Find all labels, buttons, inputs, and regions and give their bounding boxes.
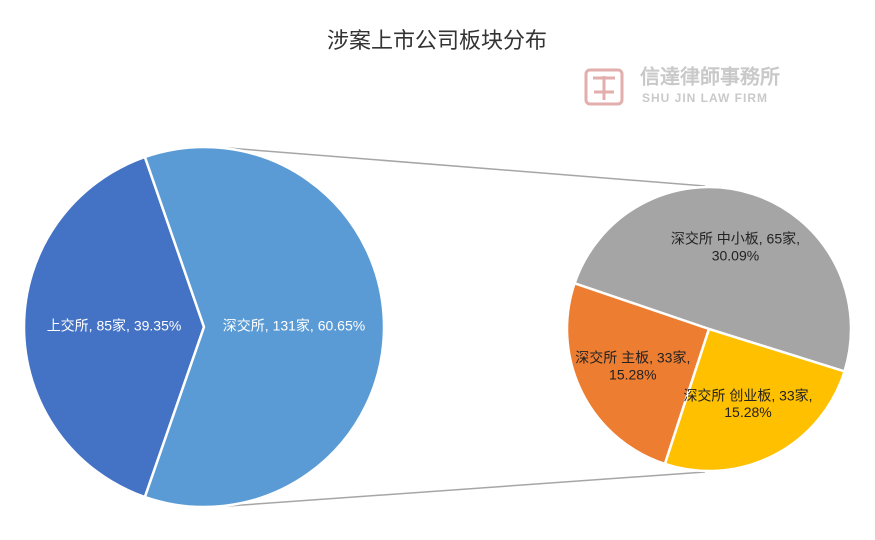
data-label: 深交所 创业板, 33家, 15.28% (683, 387, 812, 420)
pie-slice (663, 327, 847, 473)
seal (584, 68, 624, 106)
data-label: 深交所 主板, 33家, 15.28% (575, 349, 690, 382)
connector-line (227, 471, 706, 507)
pie-slice (22, 155, 206, 499)
watermark: 信達律師事務所 SHU JIN LAW FIRM (584, 64, 780, 106)
data-label: 深交所, 131家, 60.65% (223, 318, 365, 334)
pie-slice (572, 185, 853, 374)
watermark-name: 信達律師事務所 (640, 64, 780, 88)
watermark-name-en: SHU JIN LAW FIRM (642, 91, 768, 105)
pie-slice (565, 281, 711, 466)
chart-title: 涉案上市公司板块分布 (327, 28, 547, 53)
seal-glyph (593, 76, 615, 100)
pie-slice (143, 145, 386, 509)
connector-line (227, 147, 706, 187)
data-label: 深交所 中小板, 65家, 30.09% (671, 230, 800, 263)
data-label: 上交所, 85家, 39.35% (47, 318, 182, 334)
